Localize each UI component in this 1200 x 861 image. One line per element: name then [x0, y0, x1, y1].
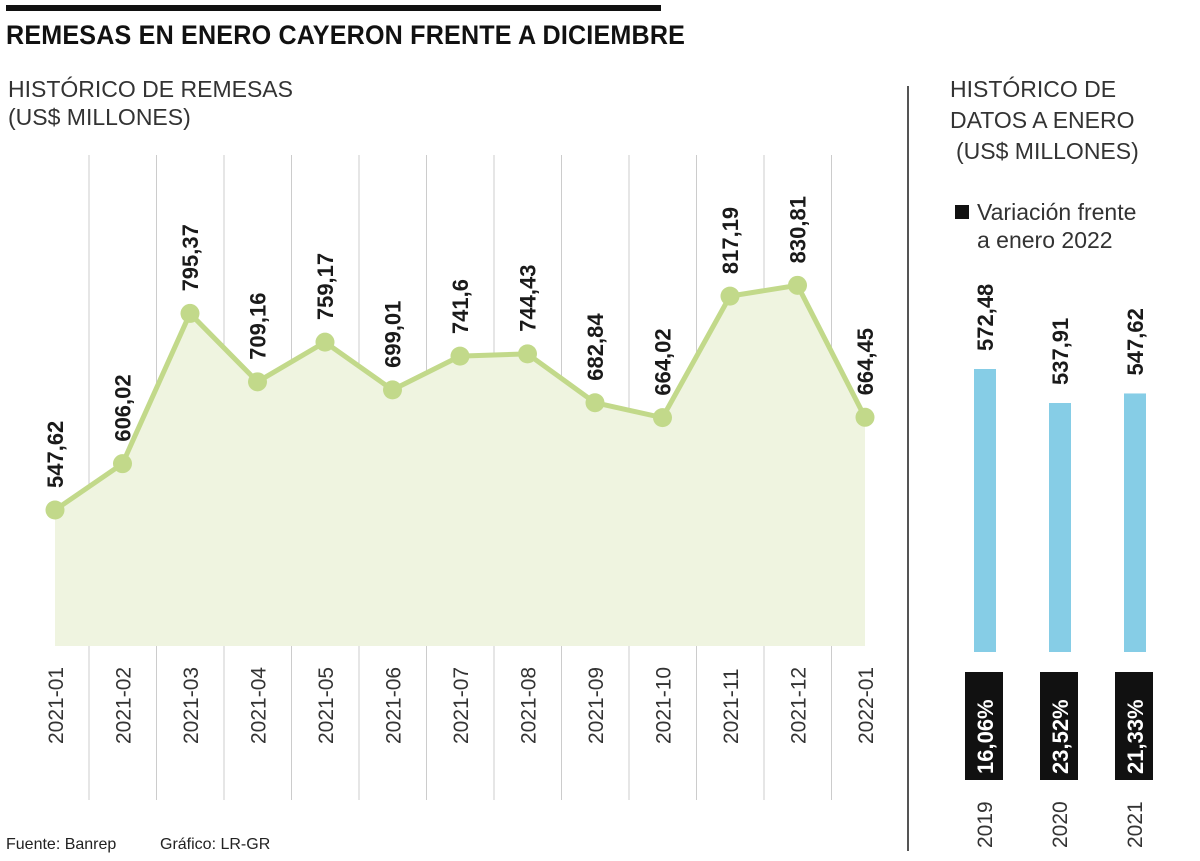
x-tick-label: 2021-08	[518, 667, 541, 744]
x-tick-label: 2021-02	[113, 667, 136, 744]
data-point	[653, 408, 672, 428]
data-point	[720, 286, 740, 306]
data-point	[450, 346, 470, 366]
bar	[1049, 403, 1071, 652]
legend-line1: Variación frente	[977, 199, 1137, 225]
legend-line2: a enero 2022	[977, 227, 1113, 253]
bar-category-label: 2019	[974, 801, 997, 848]
credit-note: Gráfico: LR-GR	[160, 836, 271, 853]
bar-category-label: 2020	[1049, 801, 1072, 848]
data-point	[180, 303, 200, 323]
variation-badge	[1115, 672, 1153, 780]
data-label: 664,45	[853, 328, 878, 395]
data-point	[855, 407, 875, 427]
chart-title: REMESAS EN ENERO CAYERON FRENTE A DICIEM…	[6, 20, 686, 50]
data-label: 709,16	[246, 293, 271, 360]
x-tick-label: 2021-03	[180, 667, 203, 744]
bar	[974, 369, 996, 652]
bar-value-label: 547,62	[1123, 308, 1148, 375]
area-fill	[55, 285, 865, 646]
side-subtitle: HISTÓRICO DE DATOS A ENERO (US$ MILLONES…	[950, 74, 1139, 167]
data-point	[585, 393, 605, 413]
data-label: 817,19	[718, 207, 743, 274]
legend: Variación frente a enero 2022	[955, 198, 1136, 254]
bar	[1124, 393, 1146, 652]
source-note: Fuente: Banrep	[6, 836, 117, 853]
top-rule	[6, 5, 661, 11]
x-tick-label: 2021-06	[383, 667, 406, 744]
x-tick-label: 2021-09	[585, 667, 608, 744]
bar-value-label: 572,48	[973, 284, 998, 351]
x-tick-label: 2021-05	[315, 667, 338, 744]
data-label: 759,17	[313, 253, 338, 320]
data-label: 795,37	[178, 224, 203, 291]
data-label: 699,01	[381, 301, 406, 368]
main-subtitle-line1: HISTÓRICO DE REMESAS	[8, 76, 293, 102]
variation-label: 21,33%	[1123, 699, 1148, 774]
data-point	[248, 372, 267, 392]
variation-label: 23,52%	[1048, 699, 1073, 774]
data-label: 664,02	[651, 328, 676, 395]
x-tick-label: 2021-10	[653, 667, 676, 744]
data-point	[383, 380, 402, 400]
variation-badge	[965, 672, 1003, 780]
x-tick-label: 2021-01	[45, 667, 68, 744]
data-label: 744,43	[516, 265, 541, 332]
x-tick-label: 2021-12	[788, 667, 811, 744]
data-point	[45, 500, 65, 520]
x-tick-label: 2022-01	[855, 667, 878, 744]
legend-swatch	[955, 205, 969, 219]
x-tick-label: 2021-07	[450, 667, 473, 744]
side-subtitle-line2: DATOS A ENERO	[950, 107, 1135, 133]
x-tick-label: 2021-11	[720, 668, 743, 744]
data-point	[518, 344, 537, 364]
variation-badge	[1040, 672, 1078, 780]
bar-value-label: 537,91	[1048, 318, 1073, 385]
x-tick-label: 2021-04	[248, 667, 271, 744]
side-subtitle-line1: HISTÓRICO DE	[950, 76, 1117, 102]
data-point	[315, 332, 335, 352]
main-subtitle-line2: (US$ MILLONES)	[8, 104, 191, 130]
side-subtitle-line3: (US$ MILLONES)	[956, 138, 1139, 164]
data-point	[113, 454, 132, 474]
data-label: 606,02	[111, 374, 136, 441]
data-label: 682,84	[583, 313, 608, 381]
data-label: 830,81	[786, 196, 811, 263]
data-point	[788, 275, 807, 295]
bar-category-label: 2021	[1124, 801, 1147, 848]
main-subtitle: HISTÓRICO DE REMESAS (US$ MILLONES)	[8, 75, 293, 131]
data-label: 741,6	[448, 279, 473, 334]
panel-divider	[907, 86, 909, 851]
variation-label: 16,06%	[973, 699, 998, 774]
data-label: 547,62	[43, 421, 68, 488]
